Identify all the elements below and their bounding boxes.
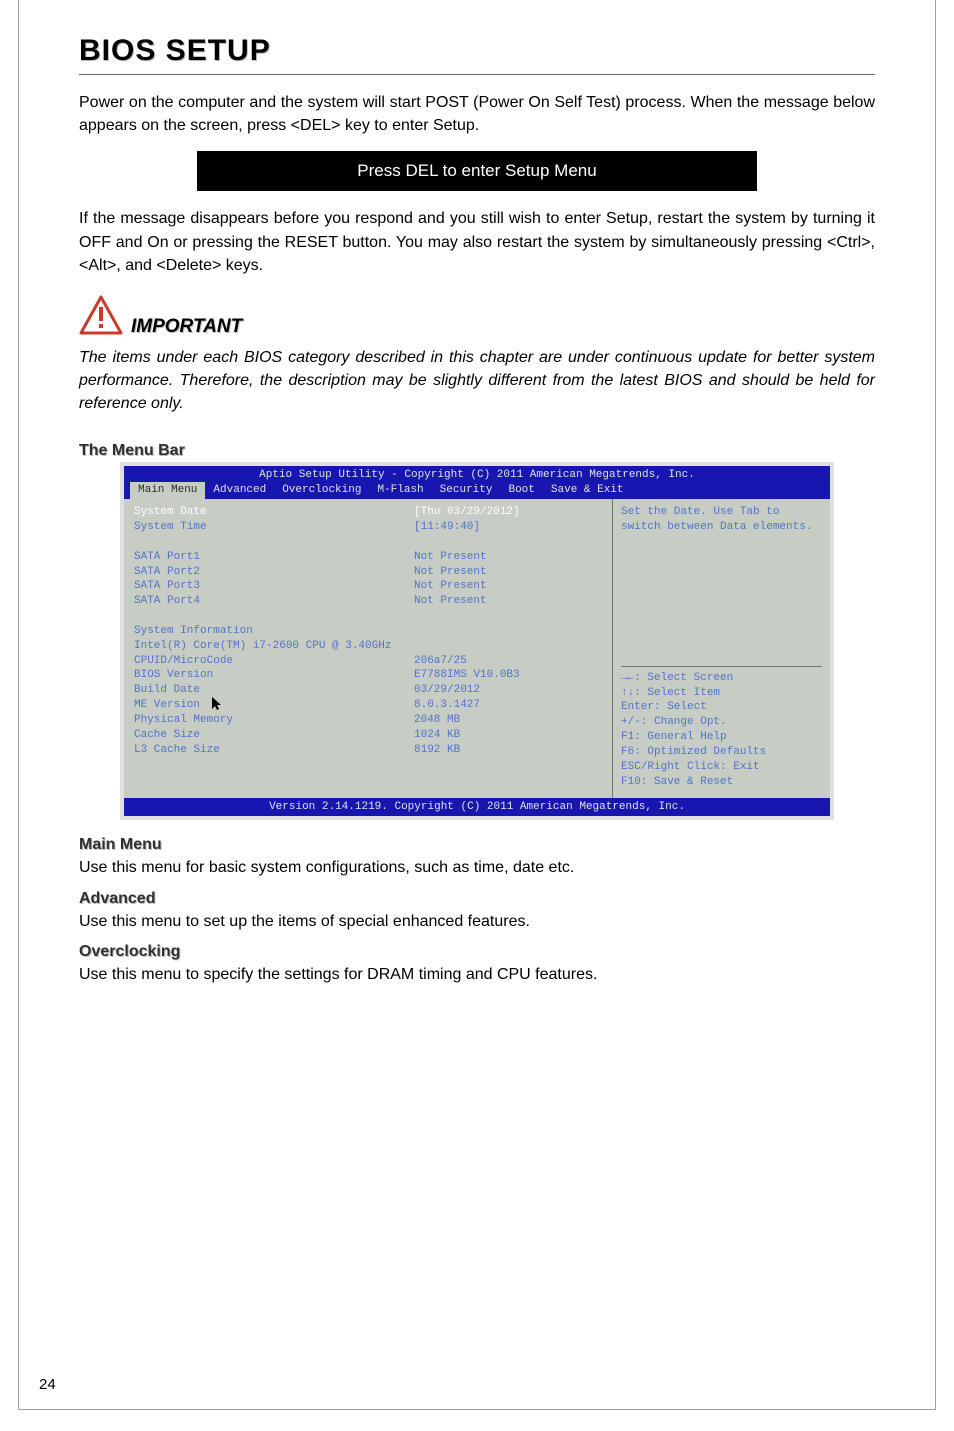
biosver-label: BIOS Version (134, 668, 414, 683)
bios-tab-bar: Main Menu Advanced Overclocking M-Flash … (124, 482, 830, 499)
intro-paragraph-2: If the message disappears before you res… (79, 207, 875, 277)
main-menu-heading: Main Menu (79, 836, 875, 854)
sata2-value: Not Present (414, 565, 487, 580)
sata1-label: SATA Port1 (134, 550, 414, 565)
l3-label: L3 Cache Size (134, 743, 414, 758)
title-divider (79, 74, 875, 75)
build-value: 03/29/2012 (414, 683, 480, 698)
sata1-value: Not Present (414, 550, 487, 565)
sysinfo-heading: System Information (134, 624, 253, 639)
bios-tab-save-exit[interactable]: Save & Exit (543, 482, 632, 499)
bios-left-panel: System Date [Thu 03/29/2012] System Time… (124, 499, 612, 797)
build-label: Build Date (134, 683, 414, 698)
bios-tab-main[interactable]: Main Menu (130, 482, 205, 499)
cpuid-value: 206a7/25 (414, 654, 467, 669)
system-date-label[interactable]: System Date (134, 505, 414, 520)
system-time-value[interactable]: [11:49:40] (414, 520, 480, 535)
bios-tab-advanced[interactable]: Advanced (205, 482, 274, 499)
main-menu-text: Use this menu for basic system configura… (79, 856, 875, 879)
bios-key-4: +/-: Change Opt. (621, 715, 822, 730)
bios-key-6: F6: Optimized Defaults (621, 745, 822, 760)
cpuid-label: CPUID/MicroCode (134, 654, 414, 669)
sata3-label: SATA Port3 (134, 579, 414, 594)
bios-tab-security[interactable]: Security (432, 482, 501, 499)
bios-key-1: →←: Select Screen (621, 671, 822, 686)
bios-footer: Version 2.14.1219. Copyright (C) 2011 Am… (124, 798, 830, 817)
important-text: The items under each BIOS category descr… (79, 346, 875, 416)
overclocking-text: Use this menu to specify the settings fo… (79, 963, 875, 986)
cursor-icon (212, 697, 223, 711)
bios-key-3: Enter: Select (621, 700, 822, 715)
cache-label: Cache Size (134, 728, 414, 743)
phys-label: Physical Memory (134, 713, 414, 728)
important-label: IMPORTANT (131, 316, 242, 340)
warning-icon (79, 295, 123, 340)
system-date-value[interactable]: [Thu 03/29/2012] (414, 505, 520, 520)
l3-value: 8192 KB (414, 743, 460, 758)
system-time-label[interactable]: System Time (134, 520, 414, 535)
overclocking-heading: Overclocking (79, 943, 875, 961)
intro-paragraph-1: Power on the computer and the system wil… (79, 91, 875, 137)
advanced-heading: Advanced (79, 890, 875, 908)
bios-key-5: F1: General Help (621, 730, 822, 745)
sata4-value: Not Present (414, 594, 487, 609)
bios-help-line-1: Set the Date. Use Tab to (621, 505, 822, 520)
cpu-line: Intel(R) Core(TM) i7-2600 CPU @ 3.40GHz (134, 639, 391, 654)
me-value: 8.0.3.1427 (414, 698, 480, 713)
bios-tab-boot[interactable]: Boot (500, 482, 542, 499)
bios-screenshot: Aptio Setup Utility - Copyright (C) 2011… (120, 462, 834, 821)
me-label: ME Version (134, 698, 414, 713)
bios-key-8: F10: Save & Reset (621, 775, 822, 790)
page-number: 24 (39, 1376, 56, 1393)
advanced-text: Use this menu to set up the items of spe… (79, 910, 875, 933)
sata3-value: Not Present (414, 579, 487, 594)
bios-tab-overclocking[interactable]: Overclocking (274, 482, 369, 499)
bios-key-7: ESC/Right Click: Exit (621, 760, 822, 775)
page-title: BIOS SETUP (79, 34, 875, 68)
setup-banner: Press DEL to enter Setup Menu (197, 151, 757, 191)
sata4-label: SATA Port4 (134, 594, 414, 609)
bios-header: Aptio Setup Utility - Copyright (C) 2011… (124, 466, 830, 483)
sata2-label: SATA Port2 (134, 565, 414, 580)
bios-key-2: ↑↓: Select Item (621, 686, 822, 701)
cache-value: 1024 KB (414, 728, 460, 743)
phys-value: 2048 MB (414, 713, 460, 728)
bios-right-panel: Set the Date. Use Tab to switch between … (612, 499, 830, 797)
menu-bar-heading: The Menu Bar (79, 442, 875, 460)
bios-help-line-2: switch between Data elements. (621, 520, 822, 535)
biosver-value: E7788IMS V10.0B3 (414, 668, 520, 683)
bios-tab-mflash[interactable]: M-Flash (369, 482, 431, 499)
